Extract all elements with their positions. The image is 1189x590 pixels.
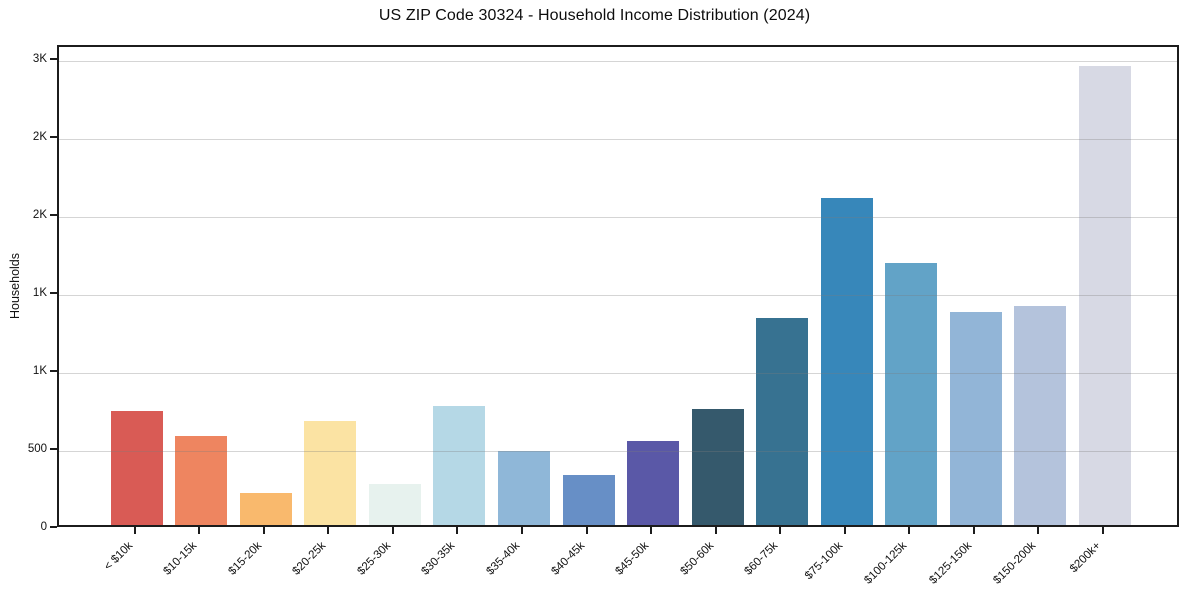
x-tick-label: < $10k	[101, 539, 135, 573]
bar	[239, 493, 292, 525]
bar	[627, 440, 679, 525]
y-tick-label: 2K	[32, 209, 47, 221]
x-tick	[327, 527, 330, 534]
y-tick	[50, 214, 57, 216]
y-tick-label: 2K	[32, 131, 47, 143]
x-tick	[972, 527, 975, 534]
x-tick	[262, 527, 265, 534]
x-tick	[908, 527, 911, 534]
bar	[110, 410, 163, 525]
y-axis-label: Households	[8, 252, 22, 320]
y-tick	[50, 526, 57, 528]
x-tick	[1037, 527, 1040, 534]
bar	[433, 405, 486, 525]
bar	[304, 420, 357, 525]
x-tick	[456, 527, 459, 534]
bar	[175, 435, 228, 525]
y-tick-label: 0	[40, 521, 47, 533]
bar	[1079, 65, 1131, 525]
x-tick	[133, 527, 136, 534]
y-tick-label: 1K	[32, 365, 47, 377]
x-tick	[779, 527, 782, 534]
bar	[691, 408, 744, 525]
x-tick	[843, 527, 846, 534]
plot-area	[57, 45, 1179, 527]
y-tick	[50, 136, 57, 138]
y-tick-label: 1K	[32, 287, 47, 299]
gridline	[59, 139, 1177, 140]
gridline	[59, 451, 1177, 452]
gridline	[59, 61, 1177, 62]
x-tick	[714, 527, 717, 534]
bar	[562, 474, 615, 525]
y-tick-label: 500	[27, 443, 47, 455]
bar	[885, 263, 938, 525]
bar	[497, 451, 550, 525]
y-tick	[50, 58, 57, 60]
y-tick	[50, 370, 57, 372]
x-tick	[1102, 527, 1104, 534]
bar	[820, 198, 873, 525]
bar	[1014, 305, 1067, 525]
x-tick	[650, 527, 652, 534]
gridline	[59, 217, 1177, 218]
gridline	[59, 373, 1177, 374]
x-tick	[198, 527, 201, 534]
y-tick-label: 3K	[32, 53, 47, 65]
bar	[368, 484, 421, 525]
y-tick	[50, 448, 57, 450]
y-tick	[50, 292, 57, 294]
x-tick	[585, 527, 588, 534]
bar	[756, 317, 809, 525]
bar	[949, 311, 1002, 525]
gridline	[59, 295, 1177, 296]
chart-title: US ZIP Code 30324 - Household Income Dis…	[378, 7, 811, 24]
x-tick	[520, 527, 523, 534]
x-tick	[391, 527, 394, 534]
